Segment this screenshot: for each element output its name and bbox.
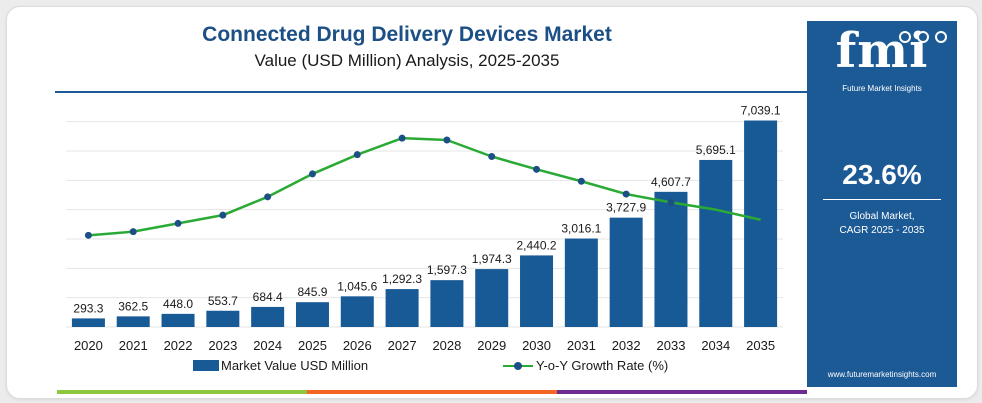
logo-dot-icon [917,31,929,43]
bar-2028 [430,280,464,327]
growth-point-2022 [174,219,182,227]
cagr-value: 23.6% [842,159,922,190]
legend-bar-label: Market Value USD Million [221,358,369,373]
bar-label-2034: 5,695.1 [696,143,736,157]
bar-label-2030: 2,440.2 [517,238,557,252]
bar-label-2021: 362.5 [118,299,148,313]
bar-label-2025: 845.9 [297,285,327,299]
x-tick-2024: 2024 [253,338,282,353]
x-axis-tick-labels: 2020 2021 2022 2023 2024 2025 2026 2027 2028 2029… [74,338,775,353]
bar-2027 [385,289,419,327]
chart-area: Connected Drug Delivery Devices Market V… [7,7,807,398]
bar-label-2033: 4,607.7 [651,175,691,189]
strip-green [57,390,307,394]
x-tick-2021: 2021 [119,338,148,353]
x-tick-2033: 2033 [657,338,686,353]
chart-legend: Market Value USD Million Y-o-Y Growth Ra… [7,358,807,378]
growth-point-2026 [353,151,361,159]
growth-point-2029 [488,153,496,160]
bar-series [71,120,778,327]
growth-point-2031 [577,177,585,185]
bar-2020 [71,318,105,327]
cagr-label: Global Market, CAGR 2025 - 2035 [807,210,957,238]
x-tick-2020: 2020 [74,338,103,353]
bar-2032 [609,217,643,327]
fmi-side-panel: fmi Future Market Insights 23.6% Global … [807,21,957,387]
bar-2025 [295,302,329,327]
growth-point-2021 [129,228,137,236]
growth-point-2023 [219,211,227,219]
bar-label-2029: 1,974.3 [472,252,512,266]
legend-line-label: Y-o-Y Growth Rate (%) [536,358,669,373]
x-tick-2029: 2029 [477,338,506,353]
x-tick-2022: 2022 [164,338,193,353]
x-tick-2031: 2031 [567,338,596,353]
bar-label-2023: 553.7 [208,294,238,308]
x-tick-2023: 2023 [208,338,237,353]
bar-2035 [744,120,778,327]
website-url[interactable]: www.futuremarketinsights.com [827,370,937,379]
growth-point-2033 [667,198,675,206]
growth-point-2020 [84,231,92,239]
bar-2031 [564,238,598,327]
x-tick-2035: 2035 [746,338,775,353]
title-divider [55,91,807,93]
strip-purple [557,390,807,394]
growth-point-2024 [264,193,272,201]
x-tick-2030: 2030 [522,338,551,353]
bar-2022 [161,313,195,327]
logo-dot-icon [935,31,947,43]
growth-point-2030 [533,165,541,173]
combo-chart: 293.3 362.5 448.0 553.7 684.4 845.9 1,045.6 1,2… [66,104,783,353]
bar-label-2028: 1,597.3 [427,263,467,277]
chart-card: Connected Drug Delivery Devices Market V… [6,6,978,399]
bar-label-2035: 7,039.1 [741,104,781,118]
chart-subtitle: Value (USD Million) Analysis, 2025-2035 [254,51,560,70]
legend-line-swatch [503,360,533,372]
legend-item-market-value: Market Value USD Million [193,358,368,373]
bar-2034 [699,159,733,327]
growth-point-2028 [443,136,451,144]
bar-label-2032: 3,727.9 [606,201,646,215]
bar-2026 [340,296,374,327]
bar-2033 [654,191,688,327]
bar-value-labels: 293.3 362.5 448.0 553.7 684.4 845.9 1,045.6 1,2… [73,104,781,316]
strip-orange [307,390,557,394]
bar-label-2024: 684.4 [253,290,283,304]
x-tick-2032: 2032 [612,338,641,353]
bar-label-2031: 3,016.1 [561,222,601,236]
bar-label-2027: 1,292.3 [382,272,422,286]
bar-label-2026: 1,045.6 [337,279,377,293]
cagr-label-line1: Global Market, [849,211,915,222]
chart-title: Connected Drug Delivery Devices Market [202,23,612,46]
legend-bar-swatch [193,360,219,371]
bottom-color-strip [57,390,807,394]
bar-2029 [475,269,509,327]
cagr-divider [823,199,941,200]
growth-point-2032 [622,190,630,198]
logo-dot-icon [899,31,911,43]
growth-line [88,136,761,237]
x-tick-2028: 2028 [432,338,461,353]
x-tick-2034: 2034 [701,338,730,353]
growth-point-2027 [398,134,406,142]
cagr-label-line2: CAGR 2025 - 2035 [839,225,925,236]
bar-label-2022: 448.0 [163,297,193,311]
x-tick-2026: 2026 [343,338,372,353]
fmi-logo: fmi [835,23,929,79]
logo-caption: Future Market Insights [842,84,922,93]
bar-2024 [251,306,285,327]
x-tick-2025: 2025 [298,338,327,353]
bar-2030 [520,255,554,327]
bar-label-2020: 293.3 [73,301,103,315]
x-tick-2027: 2027 [388,338,417,353]
bar-2023 [206,310,240,327]
bar-2021 [116,316,150,327]
legend-item-growth-rate: Y-o-Y Growth Rate (%) [503,358,668,373]
growth-line-series [84,134,761,239]
growth-point-2025 [308,170,316,178]
